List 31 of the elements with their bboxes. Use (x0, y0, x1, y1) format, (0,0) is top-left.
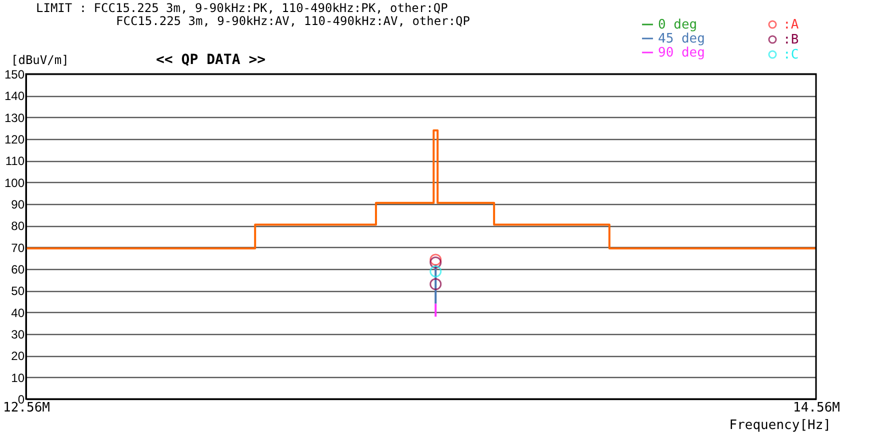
point (430, 265, 442, 278)
y-tick-label: 40 (11, 306, 25, 320)
y-tick-label: 60 (11, 262, 25, 276)
x-tick-label: 14.56M (793, 400, 840, 416)
y-tick-label: 20 (11, 349, 25, 364)
y-tick-label: 50 (11, 284, 25, 298)
legend-label: :A (783, 18, 799, 32)
y-tick-label: 80 (11, 219, 25, 234)
legend-label: :C (783, 48, 799, 62)
y-tick-label: 70 (11, 240, 25, 255)
legend-label: :B (783, 32, 799, 48)
legend-label: 90 deg (658, 46, 705, 60)
y-tick-label: 130 (4, 110, 25, 125)
legend-label: 0 deg (658, 18, 698, 32)
y-axis-title: [dBuV/m] (11, 53, 69, 67)
y-tick-label: 110 (5, 154, 25, 168)
y-tick-label: 100 (4, 176, 25, 190)
y-tick-label: 150 (4, 68, 25, 82)
legend-label: 45 deg (658, 32, 705, 46)
text: << QP DATA >> (156, 52, 266, 68)
point (430, 254, 442, 266)
x-axis-title: Frequency[Hz] (729, 418, 831, 433)
y-tick-label: 30 (11, 328, 25, 342)
point (430, 278, 442, 290)
y-tick-label: 120 (4, 132, 25, 146)
text: FCC15.225 3m, 9-90kHz:AV, 110-490kHz:AV, other:QP (116, 14, 470, 28)
point (430, 256, 442, 268)
y-tick-label: 140 (4, 89, 25, 104)
y-tick-label: 10 (11, 370, 25, 385)
y-tick-label: 90 (11, 198, 25, 212)
text: LIMIT : FCC15.225 3m, 9-90kHz:PK, 110-490kHz:PK, other:QP (36, 1, 448, 15)
